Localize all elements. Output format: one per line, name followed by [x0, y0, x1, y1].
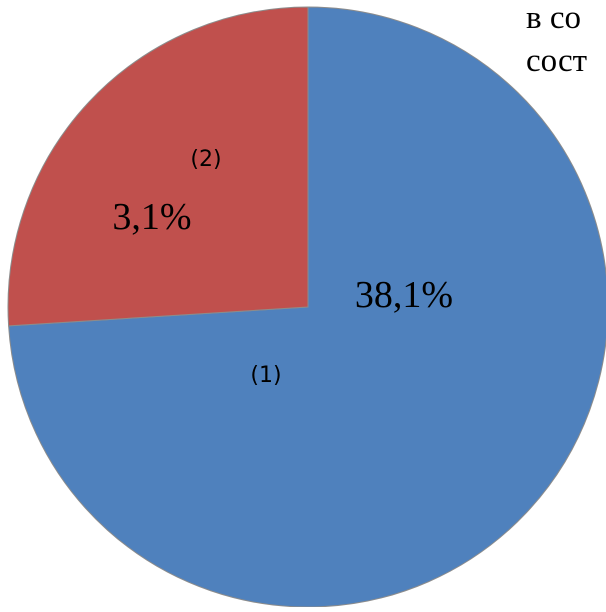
slice-2-value-label: 3,1%	[112, 196, 191, 238]
clipped-text-line-1: в со	[526, 0, 581, 36]
slice-2-category-label: (2)	[190, 147, 221, 172]
slice-1-category-label: (1)	[250, 363, 281, 388]
pie-slice-1	[8, 6, 606, 608]
pie-slice-2	[7, 6, 309, 327]
clipped-text-line-2: сост	[526, 43, 588, 79]
slice-1-value-label: 38,1%	[355, 274, 453, 316]
